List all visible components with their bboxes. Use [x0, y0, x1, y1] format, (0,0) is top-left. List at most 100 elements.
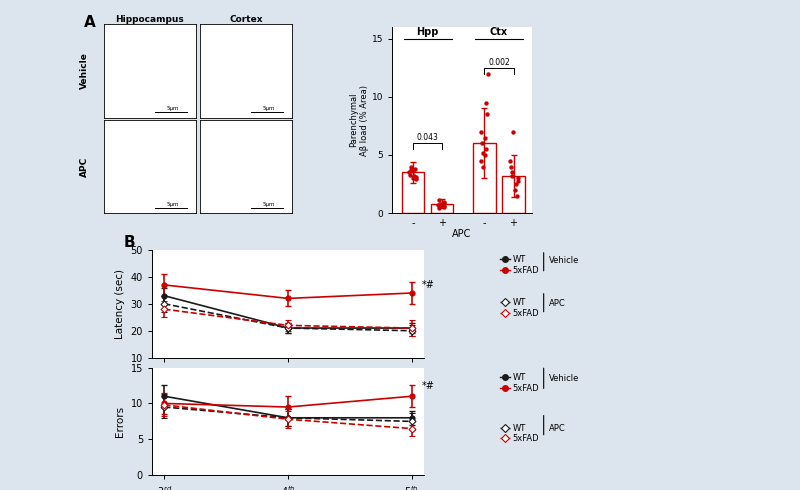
Point — [182, 81, 195, 89]
Point — [242, 188, 255, 196]
Text: B: B — [124, 235, 136, 250]
Point — [278, 57, 290, 65]
Point — [474, 157, 487, 165]
Point — [403, 171, 416, 179]
Point — [118, 97, 130, 104]
Point — [438, 202, 450, 210]
Point — [219, 90, 232, 98]
Point — [479, 98, 492, 106]
Point — [120, 51, 133, 59]
Point — [210, 159, 222, 167]
Point — [405, 163, 418, 171]
Point — [171, 98, 184, 106]
Point — [266, 169, 279, 176]
Point — [477, 149, 490, 157]
Point — [110, 140, 123, 147]
Bar — [431, 204, 454, 213]
Text: *#: *# — [422, 280, 434, 290]
Point — [432, 201, 445, 209]
Y-axis label: Errors: Errors — [115, 406, 125, 437]
Legend: WT, 5xFAD: WT, 5xFAD — [497, 295, 542, 321]
Point — [133, 62, 146, 70]
Text: 5μm: 5μm — [166, 106, 179, 111]
Point — [126, 85, 139, 93]
Point — [410, 173, 423, 181]
Point — [437, 199, 450, 207]
Point — [201, 52, 214, 60]
Point — [198, 82, 211, 90]
Text: *#: *# — [422, 381, 434, 391]
Point — [163, 65, 176, 73]
Point — [243, 36, 256, 44]
Point — [235, 63, 248, 71]
Point — [226, 92, 238, 99]
Point — [223, 83, 236, 91]
Bar — [402, 172, 424, 213]
Text: A: A — [84, 15, 96, 30]
Point — [505, 163, 518, 171]
Point — [433, 196, 446, 204]
Point — [238, 74, 250, 81]
Point — [403, 169, 416, 176]
Point — [254, 73, 266, 81]
Point — [236, 172, 249, 179]
Point — [254, 90, 266, 98]
Point — [406, 174, 419, 182]
Point — [126, 64, 139, 72]
Point — [120, 150, 133, 158]
Point — [154, 140, 166, 147]
Text: 5μm: 5μm — [262, 106, 275, 111]
Point — [118, 71, 130, 78]
Point — [269, 74, 282, 82]
Point — [270, 29, 282, 37]
Text: 0.002: 0.002 — [488, 57, 510, 67]
Point — [278, 52, 291, 60]
Point — [259, 55, 272, 63]
Point — [404, 166, 417, 174]
Point — [506, 172, 518, 180]
Point — [511, 177, 524, 185]
Point — [438, 203, 451, 211]
Point — [478, 151, 491, 159]
Point — [182, 168, 194, 175]
Point — [224, 61, 237, 69]
Point — [227, 157, 240, 165]
Point — [227, 156, 240, 164]
Point — [146, 103, 158, 111]
Point — [506, 128, 519, 136]
Point — [115, 57, 128, 65]
Text: APC: APC — [549, 424, 566, 434]
Point — [152, 29, 165, 37]
Point — [106, 140, 119, 147]
Point — [152, 58, 165, 66]
Point — [268, 48, 281, 55]
Text: Hpp: Hpp — [417, 27, 439, 37]
Point — [230, 49, 243, 57]
Text: 5μm: 5μm — [166, 201, 179, 207]
Point — [270, 26, 282, 34]
Point — [205, 90, 218, 98]
Point — [268, 198, 281, 206]
Point — [511, 174, 524, 182]
Point — [504, 157, 517, 165]
Text: Ctx: Ctx — [490, 27, 508, 37]
Point — [220, 152, 233, 160]
Point — [509, 186, 522, 194]
Point — [407, 172, 420, 180]
Point — [438, 197, 450, 205]
Point — [245, 170, 258, 178]
Point — [478, 134, 491, 142]
Text: Vehicle: Vehicle — [79, 52, 89, 90]
Legend: WT, 5xFAD: WT, 5xFAD — [497, 420, 542, 446]
Point — [249, 32, 262, 40]
Point — [246, 129, 259, 137]
Point — [218, 98, 231, 106]
Point — [434, 201, 446, 209]
Point — [210, 64, 222, 72]
Text: APC: APC — [79, 156, 89, 177]
Point — [232, 70, 245, 78]
Point — [481, 110, 494, 118]
Text: Vehicle: Vehicle — [549, 374, 579, 383]
Point — [511, 192, 524, 199]
Point — [438, 199, 450, 207]
